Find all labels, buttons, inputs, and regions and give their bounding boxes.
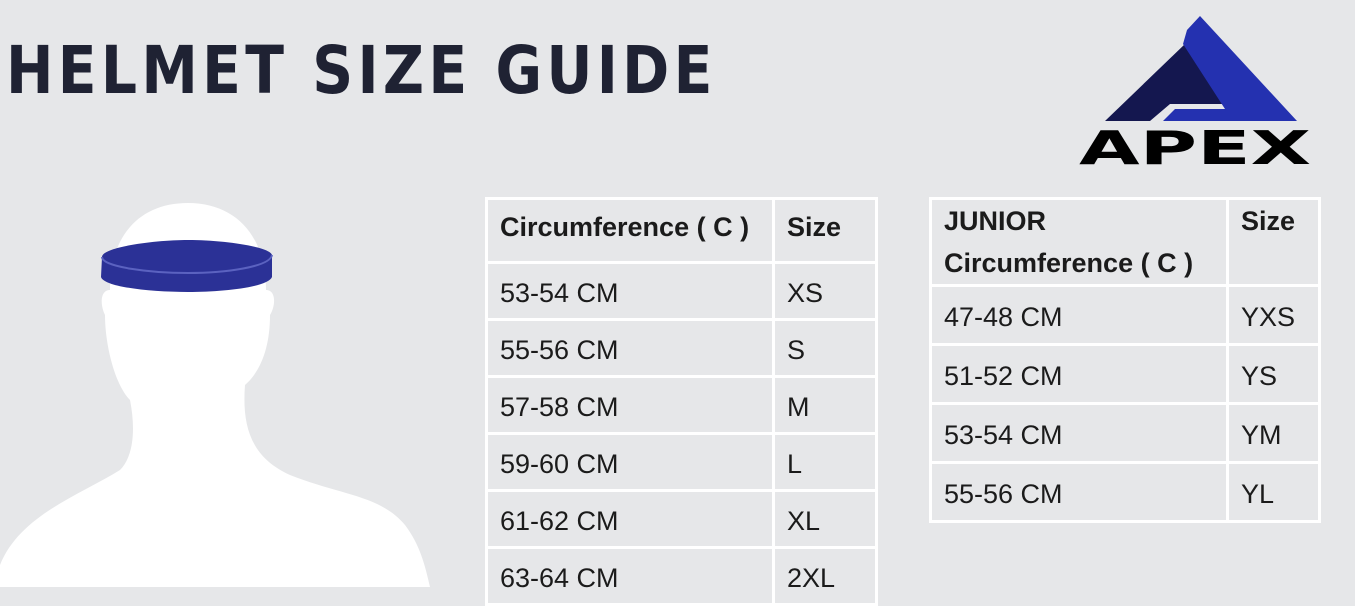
size-cell: XL bbox=[772, 489, 878, 549]
table-row: 53-54 CM YM bbox=[929, 402, 1321, 464]
table-row: 51-52 CM YS bbox=[929, 343, 1321, 405]
circumference-cell: 47-48 CM bbox=[929, 284, 1229, 346]
size-cell: L bbox=[772, 432, 878, 492]
table-header-row: JUNIOR Circumference ( C ) Size bbox=[929, 197, 1321, 287]
table-header-row: Circumference ( C ) Size bbox=[485, 197, 878, 264]
circumference-cell: 51-52 CM bbox=[929, 343, 1229, 405]
table-row: 55-56 CM YL bbox=[929, 461, 1321, 523]
header-junior-circumference: JUNIOR Circumference ( C ) bbox=[929, 197, 1229, 287]
header-size: Size bbox=[1226, 197, 1321, 287]
junior-size-table: JUNIOR Circumference ( C ) Size 47-48 CM Y… bbox=[929, 197, 1321, 523]
table-row: 61-62 CM XL bbox=[485, 489, 878, 549]
table-row: 47-48 CM YXS bbox=[929, 284, 1321, 346]
circumference-cell: 63-64 CM bbox=[485, 546, 775, 606]
header-junior: JUNIOR bbox=[944, 206, 1047, 236]
size-cell: YL bbox=[1226, 461, 1321, 523]
table-row: 55-56 CM S bbox=[485, 318, 878, 378]
header-circumference: Circumference ( C ) bbox=[485, 197, 775, 264]
size-cell: M bbox=[772, 375, 878, 435]
logo-light-triangle bbox=[1163, 16, 1297, 121]
table-row: 53-54 CM XS bbox=[485, 261, 878, 321]
circumference-cell: 53-54 CM bbox=[929, 402, 1229, 464]
logo-dark-triangle bbox=[1105, 44, 1225, 121]
size-cell: S bbox=[772, 318, 878, 378]
apex-logo: APEX bbox=[1079, 16, 1311, 169]
measuring-band bbox=[101, 240, 272, 292]
page-title: HELMET SIZE GUIDE bbox=[6, 32, 717, 109]
table-row: 63-64 CM 2XL bbox=[485, 546, 878, 606]
head-silhouette-illustration bbox=[0, 203, 430, 587]
table-row: 59-60 CM L bbox=[485, 432, 878, 492]
circumference-cell: 59-60 CM bbox=[485, 432, 775, 492]
header-circumference: Circumference ( C ) bbox=[944, 248, 1194, 278]
circumference-cell: 55-56 CM bbox=[929, 461, 1229, 523]
size-cell: YM bbox=[1226, 402, 1321, 464]
circumference-cell: 53-54 CM bbox=[485, 261, 775, 321]
size-cell: YS bbox=[1226, 343, 1321, 405]
circumference-cell: 55-56 CM bbox=[485, 318, 775, 378]
adult-size-table: Circumference ( C ) Size 53-54 CM XS 55-5… bbox=[485, 197, 878, 606]
size-cell: XS bbox=[772, 261, 878, 321]
circumference-cell: 57-58 CM bbox=[485, 375, 775, 435]
size-cell: 2XL bbox=[772, 546, 878, 606]
table-row: 57-58 CM M bbox=[485, 375, 878, 435]
header-size: Size bbox=[772, 197, 878, 264]
circumference-cell: 61-62 CM bbox=[485, 489, 775, 549]
logo-text: APEX bbox=[1079, 121, 1311, 169]
size-cell: YXS bbox=[1226, 284, 1321, 346]
